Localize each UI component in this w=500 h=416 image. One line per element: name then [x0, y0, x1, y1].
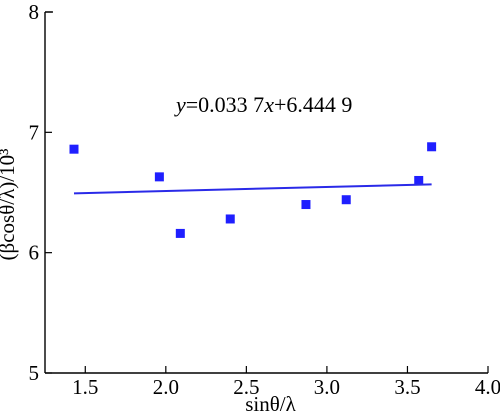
equation-part-1: =0.033 7	[186, 92, 264, 117]
data-points	[69, 142, 437, 238]
x-tick-label: 1.5	[72, 375, 98, 399]
x-ticks: 1.5 2.0 2.5 3.0 3.5 4.0	[72, 366, 500, 399]
data-point	[154, 172, 164, 182]
data-point	[427, 142, 437, 152]
x-tick-label: 4.0	[475, 375, 500, 399]
x-tick-label: 3.5	[394, 375, 420, 399]
data-point	[175, 228, 185, 238]
equation-annotation: y=0.033 7x+6.444 9	[174, 92, 352, 117]
y-axis-title: (βcosθ/λ)/10³	[0, 149, 19, 261]
data-point	[69, 144, 79, 154]
data-point	[341, 195, 351, 205]
x-tick-label: 2.0	[153, 375, 179, 399]
equation-y-symbol: y	[174, 92, 186, 117]
fit-line	[73, 183, 432, 195]
y-ticks: 5 6 7 8	[29, 0, 52, 385]
y-tick-label: 6	[29, 241, 40, 265]
data-point	[301, 200, 311, 210]
y-tick-label: 5	[29, 361, 40, 385]
y-tick-label: 7	[29, 120, 40, 144]
x-tick-label: 3.0	[314, 375, 340, 399]
y-tick-label: 8	[29, 0, 40, 24]
equation-part-2: +6.444 9	[274, 92, 352, 117]
x-tick-label: 2.5	[233, 375, 259, 399]
data-point	[225, 214, 235, 224]
x-axis-title: sinθ/λ	[245, 392, 296, 416]
equation-x-symbol: x	[263, 92, 274, 117]
data-point	[414, 175, 424, 185]
